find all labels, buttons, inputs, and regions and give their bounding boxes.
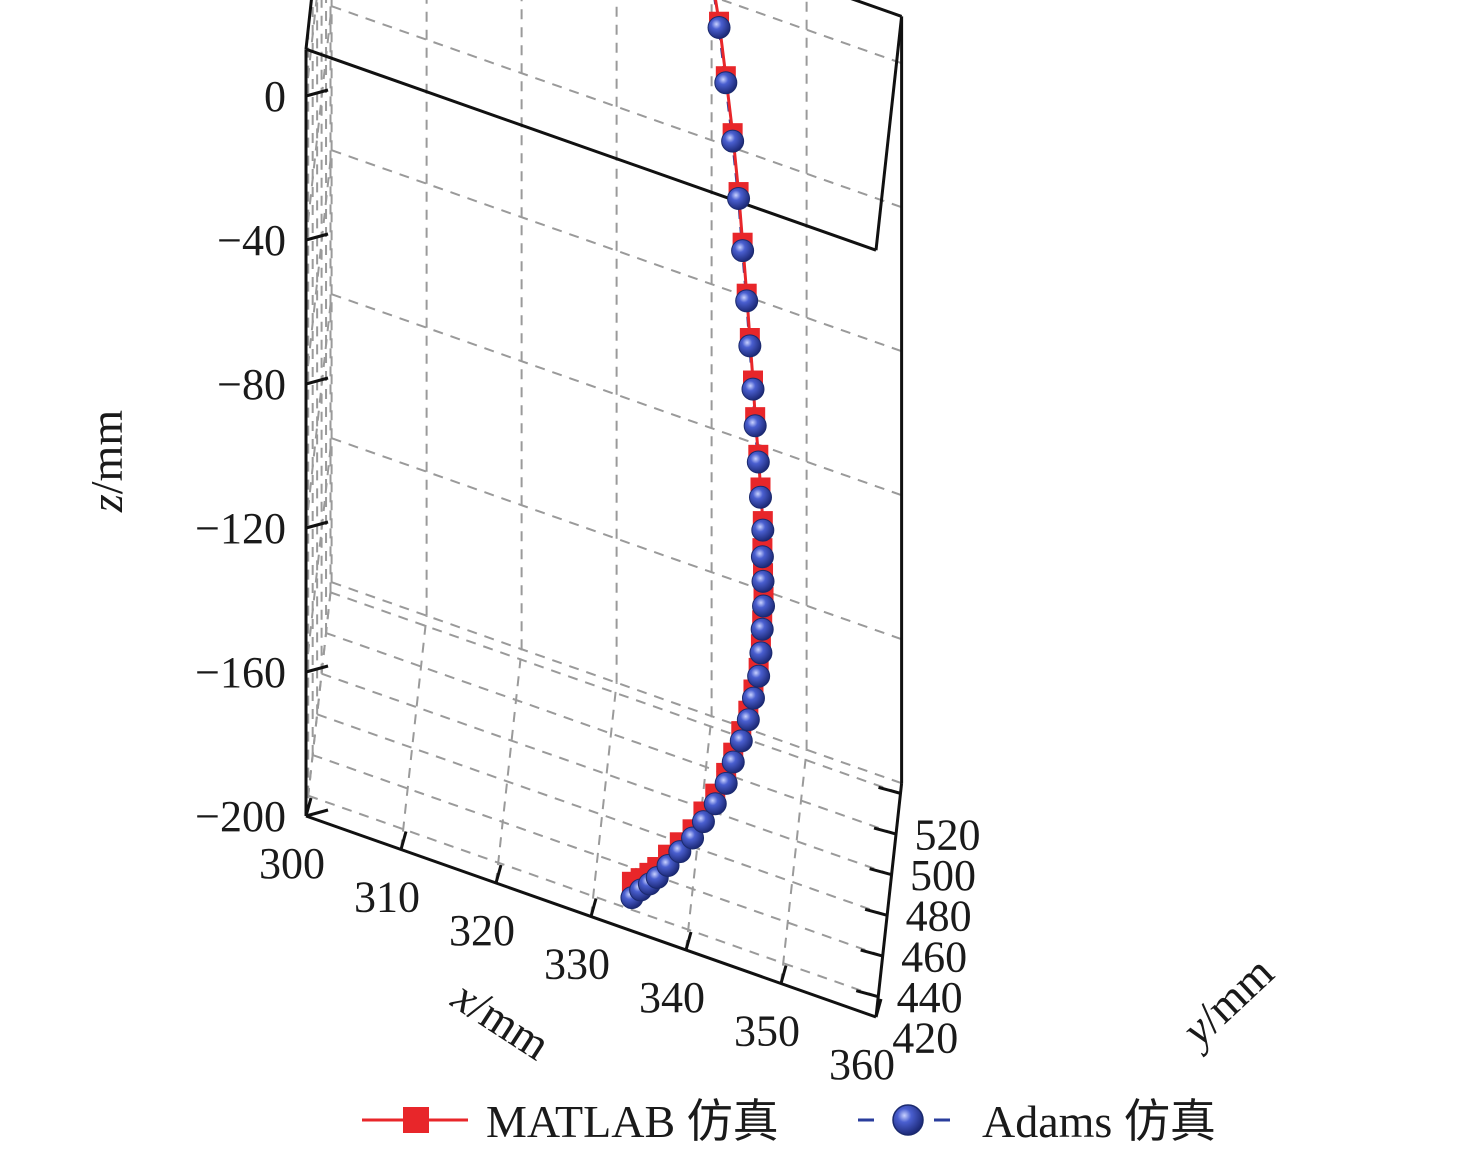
adams-point <box>749 641 773 665</box>
x-axis-label: x/mm <box>443 970 560 1070</box>
legend-item-matlab: MATLAB 仿真 <box>362 1096 779 1147</box>
z-tick-label: −40 <box>217 216 286 265</box>
adams-point <box>727 187 751 211</box>
adams-point <box>691 810 715 834</box>
y-tick-label: 460 <box>901 932 967 981</box>
x-tick-label: 300 <box>259 839 325 888</box>
adams-point <box>681 826 705 850</box>
z-axis-label: z/mm <box>81 410 132 513</box>
grid-line-side <box>305 438 333 673</box>
z-tick-mark <box>305 664 329 674</box>
z-tick-label: −80 <box>217 360 286 409</box>
adams-point <box>748 485 772 509</box>
adams-point <box>746 450 770 474</box>
adams-point <box>729 729 753 753</box>
legend-square-marker <box>403 1107 429 1133</box>
adams-point <box>743 414 767 438</box>
x-tick-mark <box>589 898 598 917</box>
x-tick-mark <box>399 831 408 850</box>
y-tick-mark <box>864 907 888 917</box>
adams-point <box>752 594 776 618</box>
data-series <box>620 0 776 910</box>
axis-box-edge <box>874 783 904 1018</box>
z-tick-label: −200 <box>195 792 286 841</box>
adams-point <box>751 518 775 542</box>
grid-line-side <box>305 0 318 97</box>
legend-item-adams: Adams 仿真 <box>858 1096 1216 1147</box>
z-tick-mark <box>305 232 329 242</box>
y-tick-label: 420 <box>892 1014 958 1063</box>
legend: MATLAB 仿真 Adams 仿真 <box>362 1096 1216 1147</box>
adams-point <box>741 377 765 401</box>
axes-box <box>304 0 904 1019</box>
z-tick-mark <box>305 376 329 386</box>
adams-point <box>750 545 774 569</box>
y-tick-mark <box>860 948 884 958</box>
grid-line-side <box>305 294 333 529</box>
adams-point <box>721 750 745 774</box>
y-tick-label: 440 <box>897 973 963 1022</box>
adams-point <box>703 792 727 816</box>
y-tick-mark <box>855 989 879 999</box>
grid-line-side <box>305 6 333 241</box>
x-tick-label: 360 <box>829 1040 895 1089</box>
x-tick-mark <box>874 998 883 1018</box>
adams-point <box>731 239 755 263</box>
adams-point <box>735 289 759 313</box>
x-tick-mark <box>779 965 788 984</box>
adams-point <box>738 334 762 358</box>
x-tick-label: 310 <box>354 873 420 922</box>
z-tick-label: 0 <box>264 72 286 121</box>
x-tick-mark <box>304 797 313 817</box>
grid-line-side <box>305 150 333 385</box>
axis-box-edge <box>305 47 877 252</box>
adams-point <box>747 664 771 688</box>
y-tick-mark <box>878 785 901 795</box>
z-tick-mark <box>305 808 329 818</box>
adams-point <box>721 129 745 153</box>
adams-point <box>714 771 738 795</box>
x-tick-label: 320 <box>449 906 515 955</box>
grid-line-side <box>305 582 333 817</box>
y-tick-label: 480 <box>906 892 972 941</box>
legend-label-adams: Adams 仿真 <box>982 1096 1216 1147</box>
x-tick-label: 330 <box>544 940 610 989</box>
z-tick-mark <box>305 88 329 98</box>
adams-point <box>714 71 738 95</box>
adams-point <box>750 617 774 641</box>
y-tick-label: 520 <box>914 810 980 859</box>
z-tick-label: −120 <box>195 504 286 553</box>
y-tick-label: 500 <box>910 851 976 900</box>
z-tick-mark <box>305 520 329 530</box>
y-tick-mark <box>873 826 897 836</box>
grid-lines <box>305 0 903 1018</box>
y-axis-label: y/mm <box>1169 946 1283 1058</box>
legend-sphere-marker <box>892 1104 924 1136</box>
grid-line-floor <box>400 615 428 850</box>
grid-line-floor <box>495 649 523 884</box>
x-tick-label: 350 <box>734 1007 800 1056</box>
axis-box-edge <box>874 16 904 251</box>
adams-point <box>707 15 731 39</box>
y-tick-mark <box>869 867 892 877</box>
x-tick-label: 340 <box>639 973 705 1022</box>
axis-box-edge <box>304 0 313 50</box>
adams-point <box>736 708 760 732</box>
legend-label-matlab: MATLAB 仿真 <box>486 1096 779 1147</box>
grid-line-floor <box>590 682 618 917</box>
z-tick-label: −160 <box>195 648 286 697</box>
adams-point <box>751 569 775 593</box>
x-tick-mark <box>684 931 693 951</box>
adams-point <box>741 686 765 710</box>
grid-line-floor <box>780 749 808 984</box>
x-tick-mark <box>494 864 503 884</box>
